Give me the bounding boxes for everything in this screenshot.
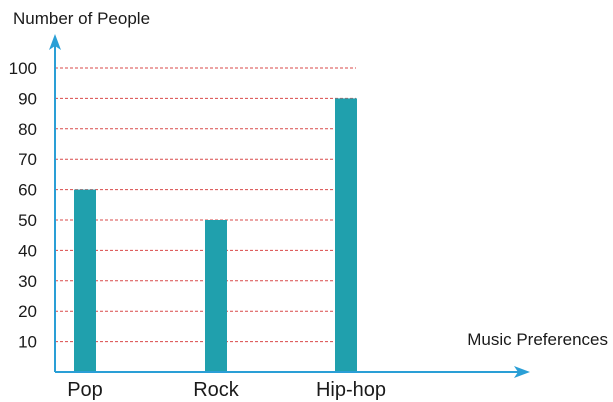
y-tick-label: 40 — [18, 241, 37, 260]
y-tick-label: 30 — [18, 272, 37, 291]
x-category-label: Rock — [193, 379, 240, 401]
bar-rock — [205, 220, 227, 372]
x-category-label: Hip-hop — [316, 379, 386, 401]
y-axis-arrow-icon — [49, 34, 61, 50]
y-tick-label: 70 — [18, 150, 37, 169]
y-tick-label: 10 — [18, 333, 37, 352]
y-tick-label: 20 — [18, 302, 37, 321]
y-tick-label: 90 — [18, 89, 37, 108]
axes — [49, 34, 530, 378]
x-category-label: Pop — [67, 379, 103, 401]
bar-pop — [74, 189, 96, 372]
x-axis-arrow-icon — [514, 366, 530, 378]
y-axis-title: Number of People — [13, 9, 150, 28]
bar-hip-hop — [335, 98, 357, 373]
x-category-labels: Pop Rock Hip-hop — [67, 379, 386, 401]
y-tick-label: 60 — [18, 181, 37, 200]
x-axis-title: Music Preferences — [467, 330, 608, 349]
y-tick-label: 50 — [18, 211, 37, 230]
y-tick-label: 100 — [9, 59, 37, 78]
bars — [74, 98, 357, 373]
y-tick-label: 80 — [18, 120, 37, 139]
y-tick-labels: 10 20 30 40 50 60 70 80 90 100 — [9, 59, 37, 352]
